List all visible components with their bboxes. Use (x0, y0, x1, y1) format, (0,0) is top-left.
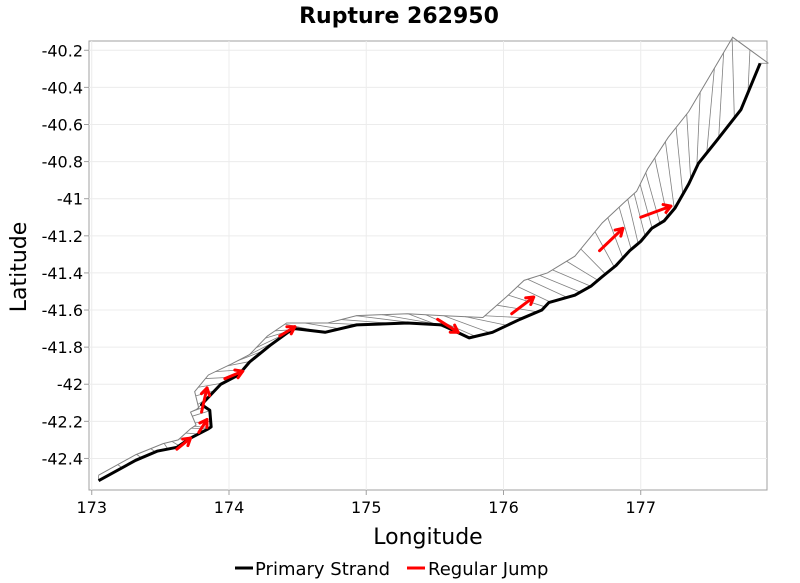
jump-arrow-shaft (175, 436, 193, 451)
plot-area (88, 40, 768, 491)
patch-divider (696, 92, 701, 167)
patch-divider (304, 322, 340, 330)
patch-divider (607, 217, 624, 259)
patch-divider (706, 68, 715, 154)
patch-divider (731, 38, 735, 119)
x-axis-title: Longitude (373, 525, 482, 550)
jump-arrow-shaft (278, 325, 297, 338)
patch-divider (665, 141, 675, 209)
gridlines (89, 41, 767, 490)
patch-divider (618, 207, 632, 250)
primary-strand-line (97, 62, 762, 483)
patch-divider (198, 382, 224, 388)
y-tick-label: -41.4 (42, 264, 83, 283)
y-tick-label: -42.2 (42, 412, 83, 431)
y-tick-label: -40.8 (42, 153, 83, 172)
y-tick-label: -41.8 (42, 338, 83, 357)
legend-label-primary: Primary Strand (255, 559, 390, 580)
x-tick-label: 176 (488, 498, 519, 517)
jump-arrow-head (233, 368, 245, 380)
y-tick-label: -40.6 (42, 115, 83, 134)
patch-divider (552, 269, 591, 287)
patch-divider (566, 260, 599, 281)
x-tick-label: 173 (76, 498, 107, 517)
regular-jumps (175, 203, 673, 451)
jump-arrow-shaft (436, 317, 460, 334)
patch-divider (539, 275, 581, 293)
jump-arrow-shaft (639, 204, 673, 219)
jump-arrow-shaft (223, 369, 245, 381)
patch-divider (633, 193, 646, 237)
patch-divider (639, 184, 653, 229)
x-tick-label: 174 (214, 498, 245, 517)
patch-divider (594, 231, 615, 268)
patch-divider (517, 286, 551, 303)
y-axis-ticks: -40.2 -40.4 -40.6 -40.8 -41 -41.2 -41.4 -41.6 -4… (42, 41, 89, 468)
patch-divider (227, 361, 251, 367)
patch-divider (686, 114, 692, 180)
jump-arrow-head (285, 325, 297, 336)
legend: Primary Strand Regular Jump (235, 559, 548, 580)
jump-arrow-head (613, 226, 625, 238)
y-tick-label: -41.2 (42, 227, 83, 246)
patch-divider (464, 316, 508, 326)
x-tick-label: 175 (351, 498, 382, 517)
patch-divider (747, 49, 751, 93)
patch-divider (627, 199, 639, 244)
y-tick-label: -40.4 (42, 78, 83, 97)
x-axis-ticks: 173 174 175 176 177 (76, 490, 656, 517)
patch-divider (443, 315, 491, 334)
rupture-patches (98, 36, 769, 481)
jump-arrow-head (181, 436, 193, 448)
jump-arrow-head (198, 417, 209, 429)
patch-divider (675, 127, 684, 195)
patch-divider (527, 278, 568, 298)
y-tick-label: -40.2 (42, 41, 83, 60)
patch-divider (645, 172, 661, 224)
y-tick-label: -42 (57, 375, 83, 394)
y-axis-title: Latitude (7, 222, 32, 313)
jump-arrow-shaft (200, 386, 209, 414)
patch-divider (484, 315, 524, 319)
patch-divider (580, 248, 606, 275)
y-tick-label: -41.6 (42, 301, 83, 320)
primary-strand (97, 62, 762, 483)
x-tick-label: 177 (625, 498, 656, 517)
chart-title: Rupture 262950 (299, 4, 499, 29)
y-tick-label: -42.4 (42, 449, 83, 468)
y-tick-label: -41 (57, 190, 83, 209)
jump-arrow-head (524, 295, 536, 306)
jump-arrow-head (199, 386, 212, 398)
patch-divider (718, 52, 725, 139)
patch-divider (425, 314, 476, 337)
jump-arrow-head (661, 203, 673, 214)
legend-label-jump: Regular Jump (428, 559, 548, 580)
jump-arrow-head (448, 323, 460, 334)
jump-arrow-shaft (510, 295, 536, 316)
jump-arrow-shaft (598, 226, 625, 253)
